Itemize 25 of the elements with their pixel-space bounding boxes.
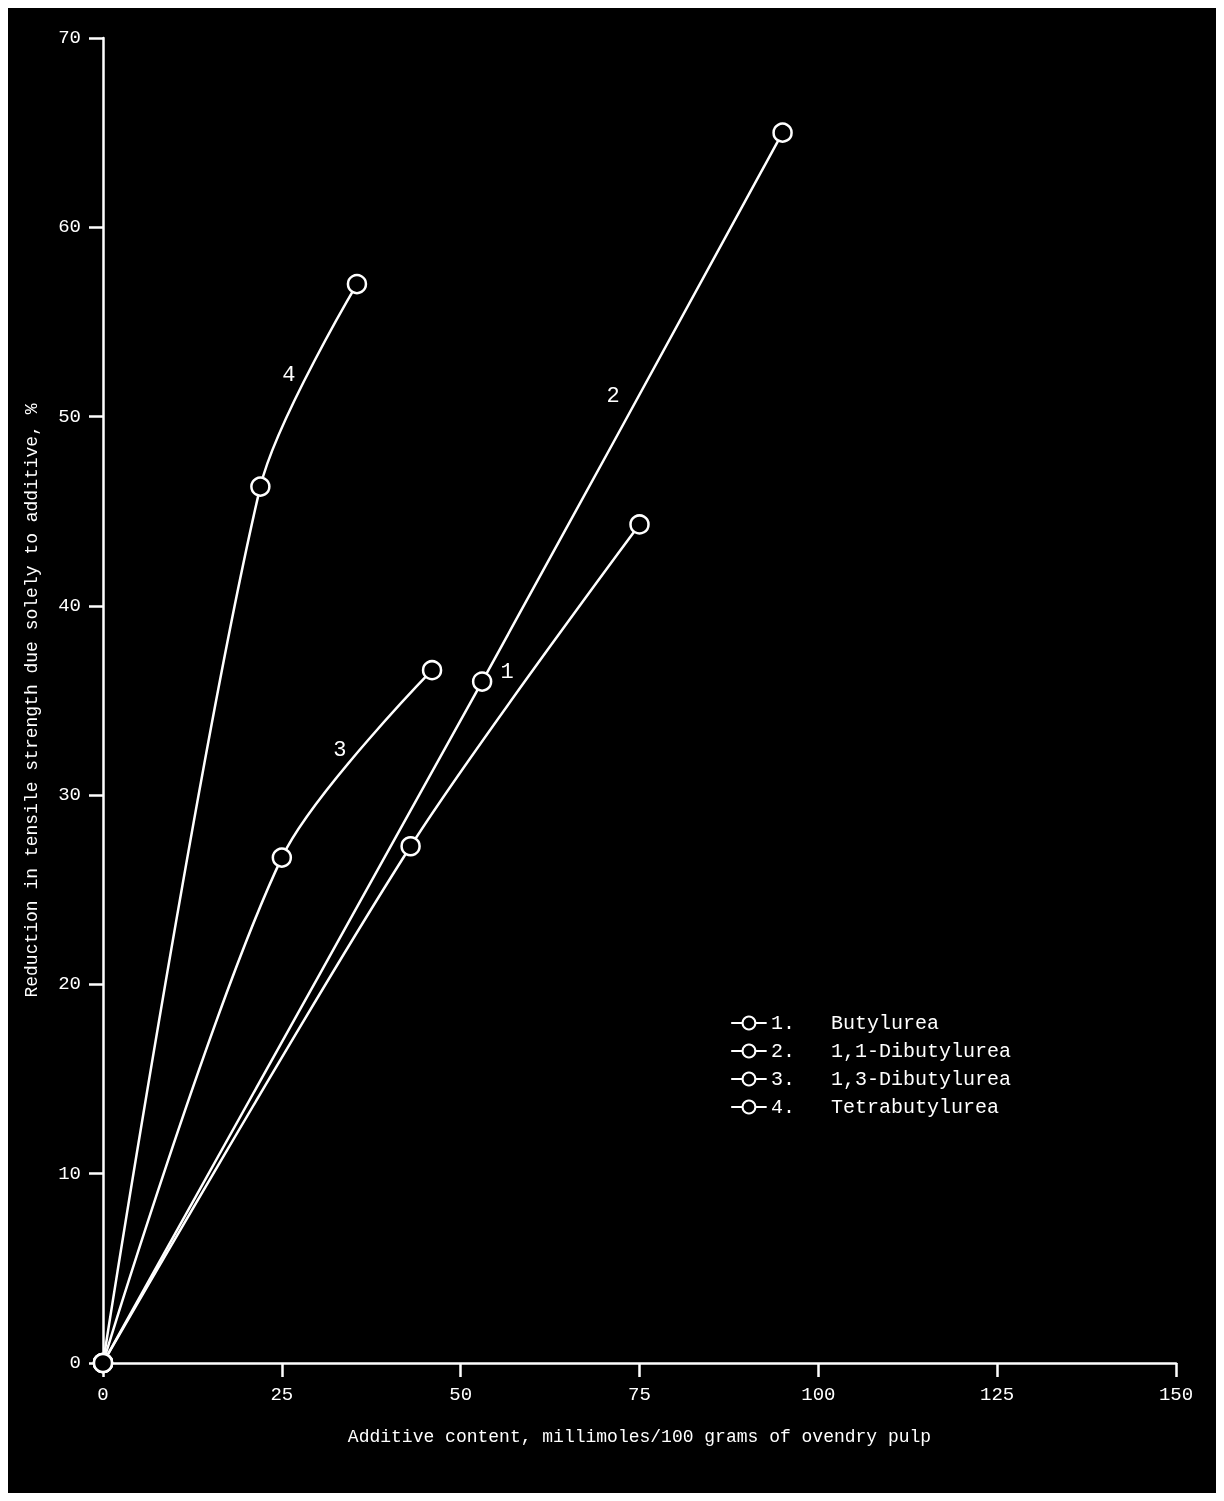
- y-tick-label: 60: [58, 216, 81, 239]
- legend-label: 1. Butylurea: [770, 1011, 939, 1035]
- x-tick-label: 125: [980, 1383, 1015, 1406]
- y-tick-label: 40: [58, 594, 81, 617]
- x-tick-label: 100: [801, 1383, 836, 1406]
- x-tick-label: 150: [1158, 1383, 1194, 1406]
- legend-label: 2. 1,1-Dibutylurea: [770, 1039, 1012, 1063]
- annotation: 2: [606, 384, 620, 410]
- annotation: 1: [500, 660, 514, 686]
- x-tick-label: 0: [97, 1383, 109, 1406]
- y-tick-label: 10: [58, 1162, 81, 1185]
- annotation: 3: [333, 737, 347, 763]
- x-axis-title: Additive content, millimoles/100 grams of ovendry pulp: [347, 1427, 932, 1447]
- y-axis-title: Reduction in tensile strength due solely to additive, %: [22, 403, 42, 998]
- y-tick-label: 30: [58, 784, 81, 807]
- y-tick-label: 50: [58, 405, 81, 428]
- x-tick-label: 75: [628, 1383, 651, 1406]
- legend-label: 4. Tetrabutylurea: [770, 1095, 1000, 1119]
- legend-label: 3. 1,3-Dibutylurea: [770, 1067, 1012, 1091]
- y-tick-label: 20: [58, 973, 81, 996]
- annotation: 4: [282, 363, 296, 389]
- x-tick-label: 50: [449, 1383, 473, 1406]
- y-tick-label: 0: [69, 1352, 81, 1374]
- y-tick-label: 70: [58, 27, 81, 49]
- x-tick-label: 25: [270, 1383, 294, 1406]
